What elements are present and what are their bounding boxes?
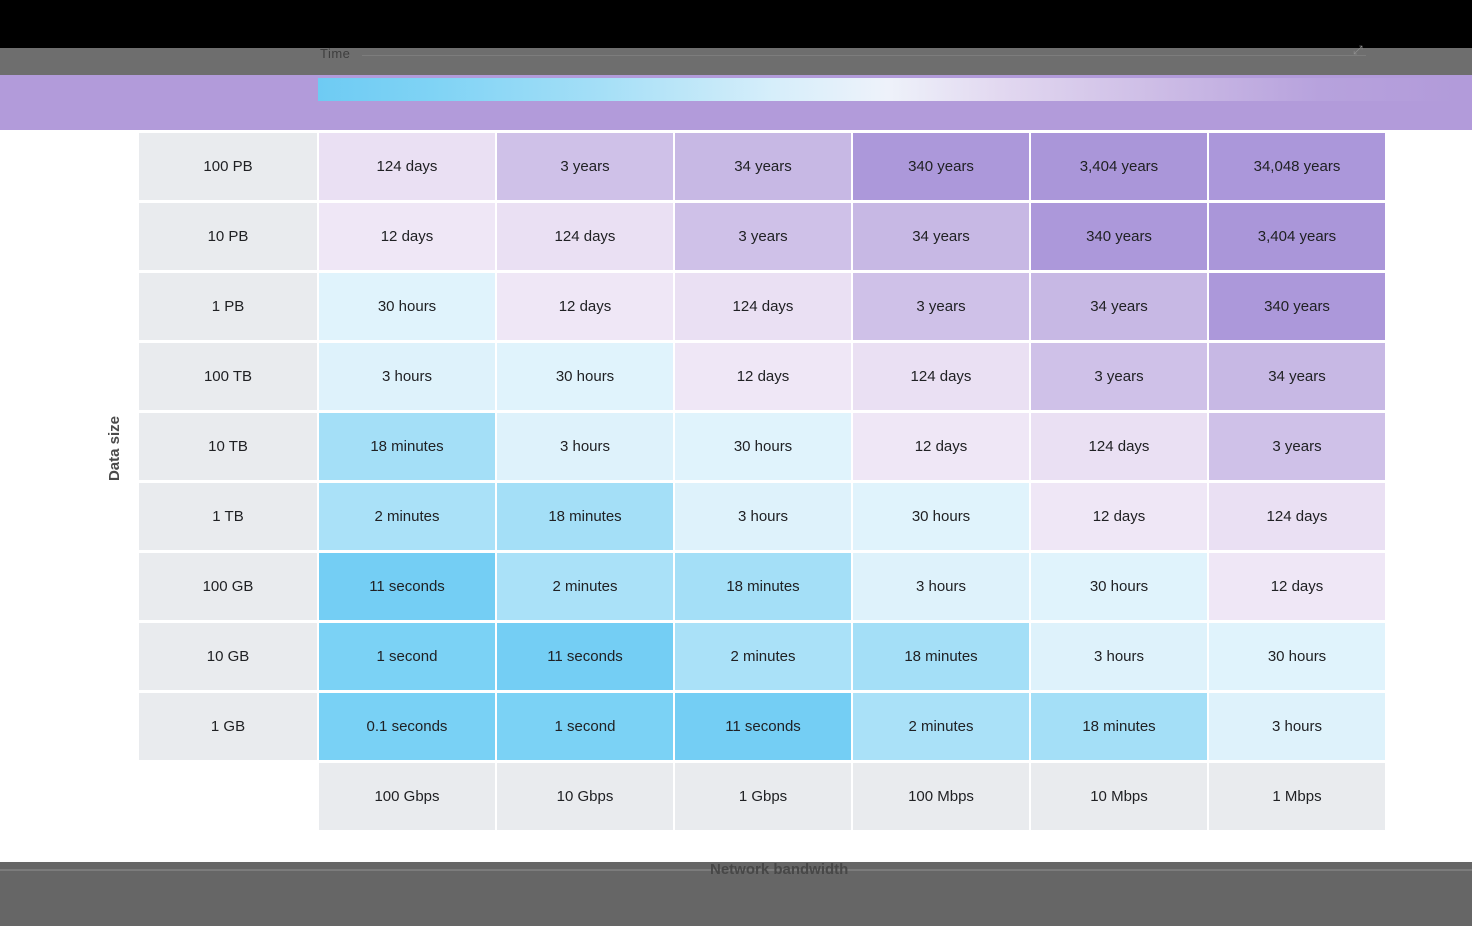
col-label: 10 Gbps (497, 763, 673, 830)
heatmap-cell: 3 years (853, 273, 1029, 340)
footer-divider (0, 869, 1472, 871)
heatmap-cell: 30 hours (853, 483, 1029, 550)
col-label: 100 Mbps (853, 763, 1029, 830)
heatmap-cell: 124 days (497, 203, 673, 270)
heatmap-cell: 340 years (853, 133, 1029, 200)
heatmap-cell: 18 minutes (853, 623, 1029, 690)
row-label: 100 PB (139, 133, 317, 200)
heatmap-cell: 30 hours (1031, 553, 1207, 620)
heatmap-cell: 340 years (1209, 273, 1385, 340)
heatmap-cell: 3 hours (1209, 693, 1385, 760)
heatmap-cell: 34 years (1209, 343, 1385, 410)
col-label: 1 Mbps (1209, 763, 1385, 830)
heatmap-cell: 3 years (1209, 413, 1385, 480)
heatmap-cell: 2 minutes (497, 553, 673, 620)
heatmap-cell: 3,404 years (1031, 133, 1207, 200)
row-label: 100 GB (139, 553, 317, 620)
heatmap-cell: 12 days (319, 203, 495, 270)
heatmap-cell: 3 hours (319, 343, 495, 410)
heatmap-cell: 12 days (497, 273, 673, 340)
heatmap-cell: 30 hours (497, 343, 673, 410)
x-axis-label: Network bandwidth (710, 861, 849, 878)
heatmap-cell: 11 seconds (319, 553, 495, 620)
heatmap-cell: 11 seconds (675, 693, 851, 760)
heatmap-cell: 18 minutes (319, 413, 495, 480)
heatmap-cell: 124 days (1031, 413, 1207, 480)
toolbar-divider (362, 55, 1366, 56)
col-label: 1 Gbps (675, 763, 851, 830)
expand-icon[interactable]: ⤢ (1353, 43, 1363, 57)
row-label: 10 GB (139, 623, 317, 690)
row-label: 100 TB (139, 343, 317, 410)
heatmap-cell: 3 hours (853, 553, 1029, 620)
y-axis-label-text: Data size (106, 415, 124, 481)
heatmap-cell: 3 years (675, 203, 851, 270)
heatmap-cell: 30 hours (675, 413, 851, 480)
heatmap-cell: 124 days (1209, 483, 1385, 550)
legend-gradient-bar (318, 78, 1456, 101)
heatmap-cell: 18 minutes (497, 483, 673, 550)
heatmap-cell: 34 years (1031, 273, 1207, 340)
col-label: 100 Gbps (319, 763, 495, 830)
heatmap-cell: 18 minutes (675, 553, 851, 620)
heatmap-cell: 34,048 years (1209, 133, 1385, 200)
heatmap-cell: 3 hours (1031, 623, 1207, 690)
row-label: 1 PB (139, 273, 317, 340)
heatmap-cell: 124 days (853, 343, 1029, 410)
heatmap-cell: 1 second (319, 623, 495, 690)
heatmap-cell: 2 minutes (319, 483, 495, 550)
heatmap-cell: 34 years (853, 203, 1029, 270)
heatmap-cell: 12 days (1031, 483, 1207, 550)
corner-cell-empty (139, 763, 317, 830)
row-label: 10 TB (139, 413, 317, 480)
row-label: 1 GB (139, 693, 317, 760)
row-label: 10 PB (139, 203, 317, 270)
heatmap-cell: 0.1 seconds (319, 693, 495, 760)
heatmap-cell: 34 years (675, 133, 851, 200)
heatmap-cell: 2 minutes (853, 693, 1029, 760)
toolbar (0, 48, 1472, 75)
heatmap-cell: 18 minutes (1031, 693, 1207, 760)
window-title-bar (0, 0, 1472, 48)
heatmap-cell: 2 minutes (675, 623, 851, 690)
col-label: 10 Mbps (1031, 763, 1207, 830)
heatmap-cell: 1 second (497, 693, 673, 760)
heatmap-cell: 3 hours (497, 413, 673, 480)
footer-bar (0, 862, 1472, 926)
heatmap-cell: 30 hours (1209, 623, 1385, 690)
heatmap-grid: 100 PB 124 days 3 years 34 years 340 years 3,… (139, 133, 1385, 830)
heatmap-cell: 30 hours (319, 273, 495, 340)
heatmap-cell: 124 days (319, 133, 495, 200)
heatmap-cell: 12 days (675, 343, 851, 410)
legend-title: Time (320, 46, 351, 61)
heatmap-cell: 12 days (1209, 553, 1385, 620)
heatmap-cell: 3 years (497, 133, 673, 200)
heatmap-cell: 3,404 years (1209, 203, 1385, 270)
heatmap-cell: 12 days (853, 413, 1029, 480)
heatmap-cell: 11 seconds (497, 623, 673, 690)
heatmap-cell: 3 years (1031, 343, 1207, 410)
row-label: 1 TB (139, 483, 317, 550)
heatmap-cell: 3 hours (675, 483, 851, 550)
y-axis-label: Data size (92, 402, 138, 494)
heatmap-cell: 124 days (675, 273, 851, 340)
heatmap-cell: 340 years (1031, 203, 1207, 270)
